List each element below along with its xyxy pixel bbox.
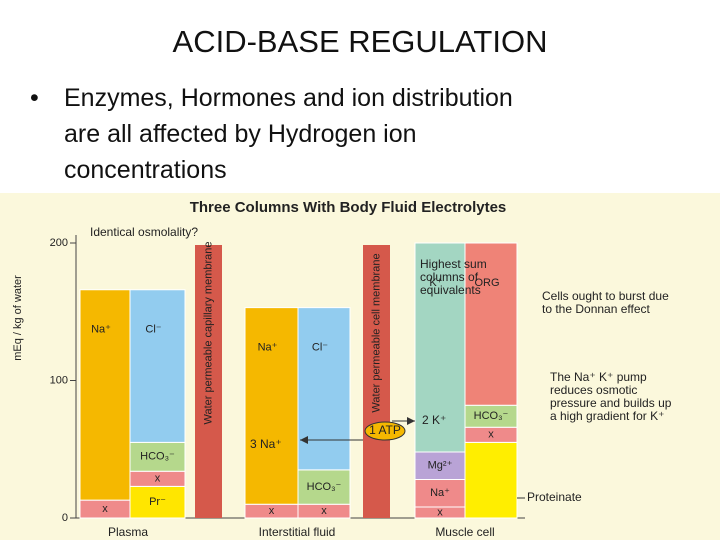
segment-label: x (102, 503, 108, 515)
segment-label: x (155, 473, 161, 485)
segment-label: K⁺ (429, 277, 442, 289)
segment-label: x (437, 506, 443, 518)
segment-label: Cl⁻ (145, 324, 161, 336)
segment (79, 289, 131, 501)
category-label: Interstitial fluid (259, 525, 336, 539)
atp-oval (364, 421, 406, 441)
segment (297, 469, 351, 505)
annotation: Identical osmolality? (90, 225, 198, 239)
annotation: Cells ought to burst due to the Donnan ef… (542, 289, 669, 316)
segment-label: HCO₃⁻ (307, 481, 342, 493)
annotation-line: The Na⁺ K⁺ pump (550, 370, 647, 384)
arrow-head (300, 436, 308, 444)
annotation-line: reduces osmotic (550, 383, 637, 397)
segment (464, 242, 518, 406)
category-label: Plasma (108, 525, 148, 539)
bullet-dot: • (30, 84, 39, 112)
segment-label: x (488, 429, 494, 441)
segment-label: x (321, 505, 327, 517)
category-label: Muscle cell (435, 525, 494, 539)
annotation-line: pressure and builds up (550, 396, 672, 410)
segment (244, 307, 299, 505)
membrane-label: Water permeable cell membrane (370, 253, 382, 412)
membrane-label: Water permeable capillary membrane (202, 242, 214, 425)
annotation-line: Cells ought to burst due (542, 289, 669, 303)
segment-label: x (269, 505, 275, 517)
annotation-line: Highest sum (420, 257, 487, 271)
slide-title: ACID-BASE REGULATION (172, 24, 548, 59)
annotation: Proteinate (527, 490, 582, 504)
segment (297, 307, 351, 471)
bullet-text: concentrations (64, 156, 227, 184)
annotation-line: Identical osmolality? (90, 225, 198, 239)
annotation: 1 ATP (369, 423, 401, 437)
y-tick-label: 200 (50, 237, 68, 249)
segment (129, 289, 186, 443)
segment-label: Pr⁻ (149, 496, 166, 508)
bullet-text: Enzymes, Hormones and ion distribution (64, 84, 513, 112)
membrane (195, 245, 222, 518)
segment-label: Mg²⁺ (428, 460, 453, 472)
chart-title: Three Columns With Body Fluid Electrolyt… (190, 199, 507, 216)
annotation: 2 K⁺ (422, 413, 446, 427)
annotation: 3 Na⁺ (250, 437, 282, 451)
segment-label: ORG (474, 277, 499, 289)
segment (464, 441, 518, 519)
segment (129, 441, 186, 472)
membrane (363, 245, 390, 518)
segment-label: Na⁺ (91, 324, 111, 336)
annotation-line: to the Donnan effect (542, 302, 651, 316)
annotation: Highest sum columns of equivalents (420, 257, 487, 297)
segment-label: HCO₃⁻ (140, 451, 175, 463)
segment (414, 479, 466, 508)
annotation-line: equivalents (420, 283, 481, 297)
segment-label: Na⁺ (430, 487, 450, 499)
y-tick-label: 100 (50, 374, 68, 386)
y-axis-label: mEq / kg of water (12, 275, 24, 361)
segment (414, 451, 466, 480)
bullet-text: are all affected by Hydrogen ion (64, 120, 417, 148)
annotation-line: columns of (420, 270, 479, 284)
annotation-line: a high gradient for K⁺ (550, 409, 664, 423)
bullet: • Enzymes, Hormones and ion distribution a… (30, 80, 513, 188)
segment (129, 485, 186, 519)
y-tick-label: 0 (62, 512, 68, 524)
segment-label: HCO₃⁻ (474, 410, 509, 422)
segment-label: Na⁺ (258, 342, 278, 354)
segment-label: Cl⁻ (312, 342, 328, 354)
annotation: The Na⁺ K⁺ pump reduces osmotic pressure a… (550, 370, 672, 423)
arrow-head (407, 417, 415, 425)
chart: Three Columns With Body Fluid Electrolyt… (0, 193, 720, 540)
